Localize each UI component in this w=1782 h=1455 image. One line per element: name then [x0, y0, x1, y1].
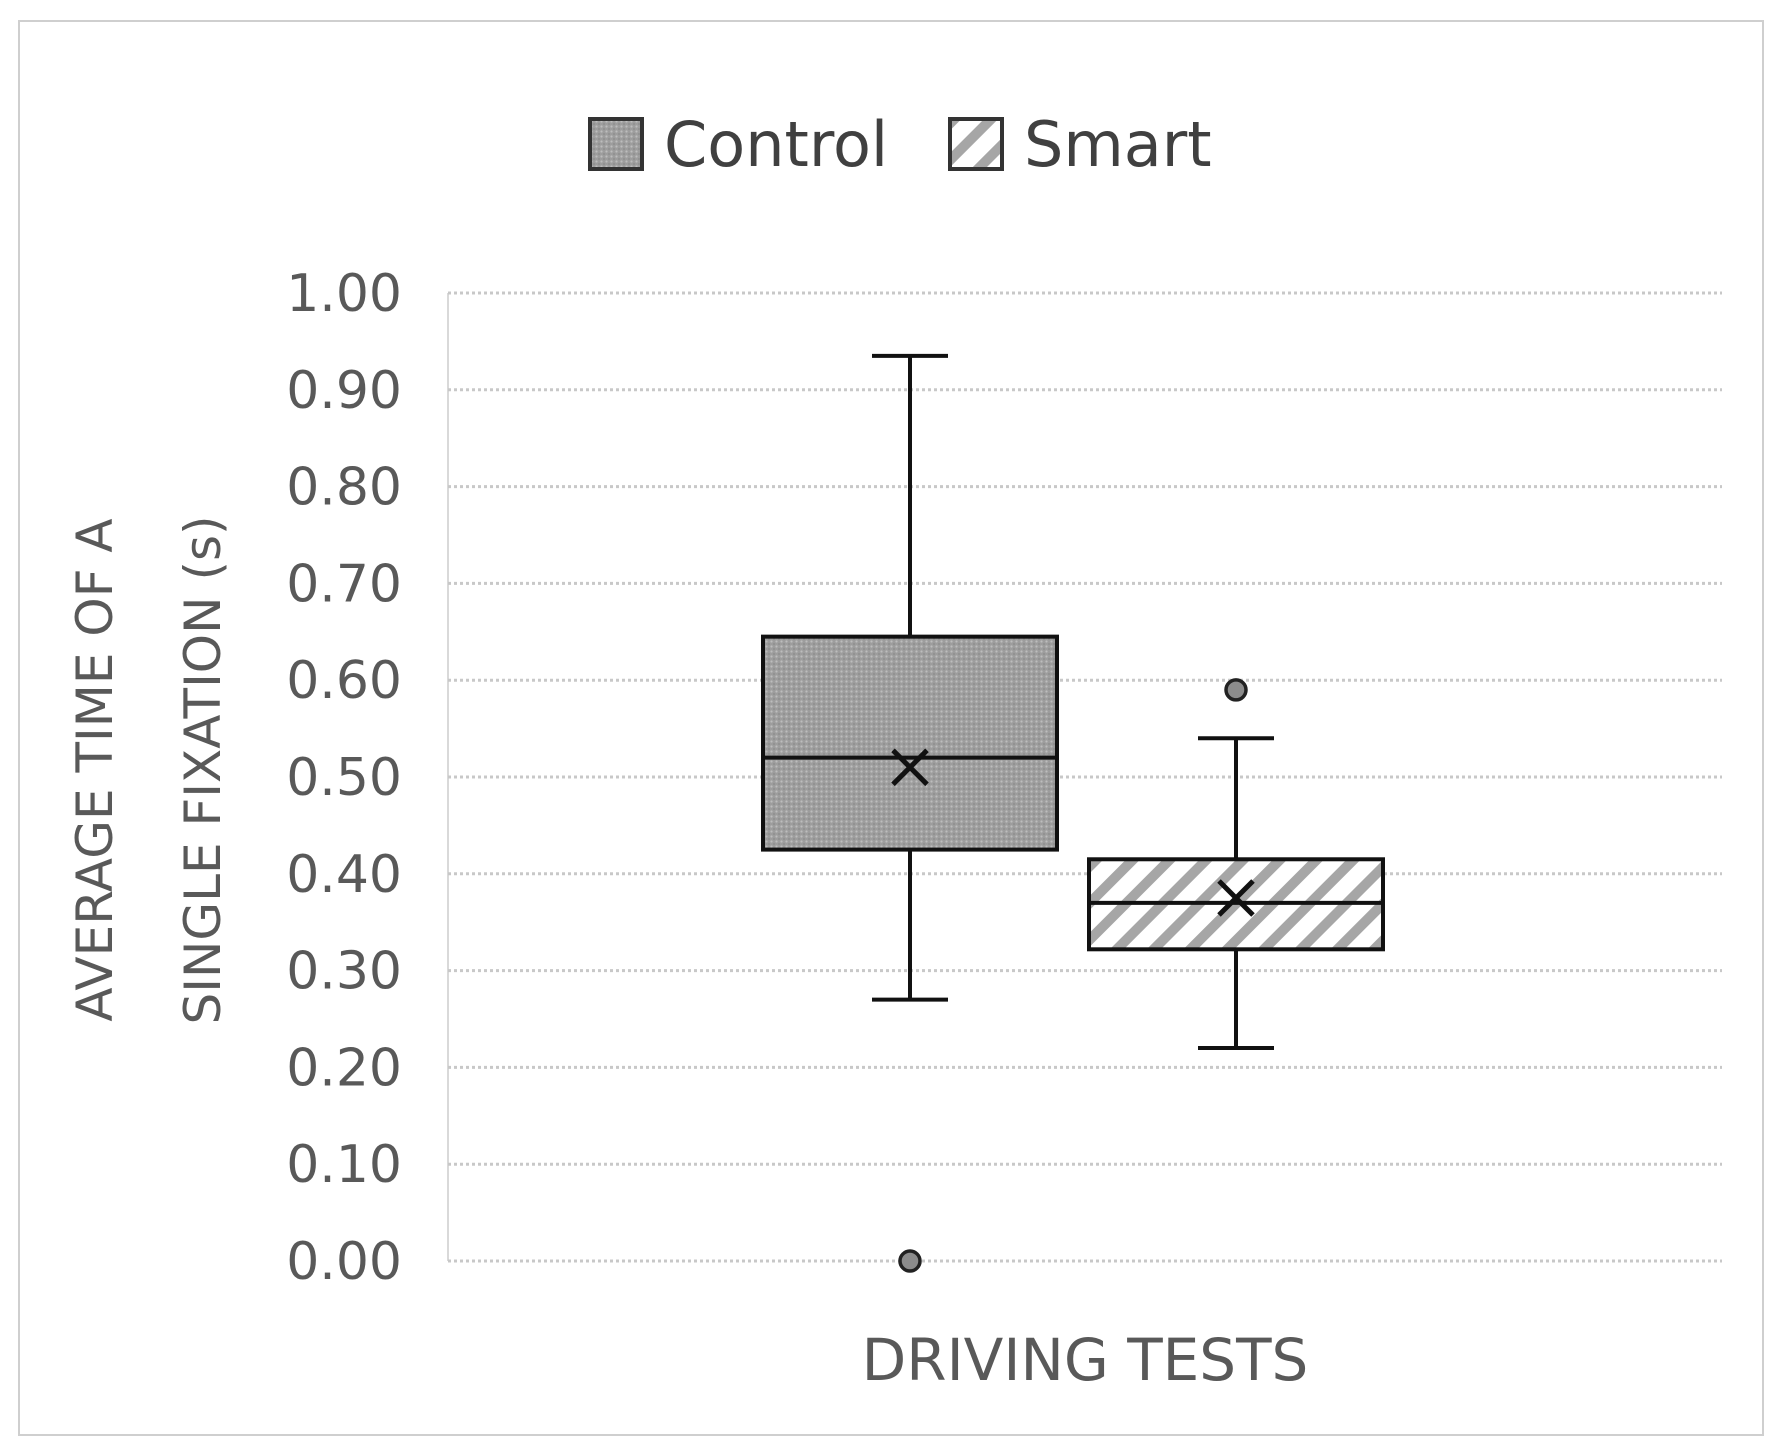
y-axis-title-line-1: AVERAGE TIME OF A — [66, 518, 124, 1021]
y-tick-label: 0.60 — [286, 651, 402, 711]
box-control — [761, 353, 1059, 1273]
y-tick-label: 0.00 — [286, 1232, 402, 1292]
y-tick-label: 1.00 — [286, 264, 402, 324]
gridlines — [447, 291, 1722, 1263]
boxes — [761, 353, 1385, 1273]
legend-item-control: Control — [588, 108, 888, 181]
legend: Control Smart — [588, 108, 1212, 181]
y-tick-label: 0.80 — [286, 458, 402, 518]
interquartile-box — [761, 634, 1059, 852]
box-smart — [1087, 678, 1385, 1051]
y-axis-title: AVERAGE TIME OF A SINGLE FIXATION (s) — [66, 515, 232, 1024]
y-tick-label: 0.10 — [286, 1135, 402, 1195]
y-tick-labels: 0.00 0.10 0.20 0.30 0.40 0.50 0.60 0.70 0.80 0.90… — [286, 264, 402, 1292]
y-tick-label: 0.70 — [286, 554, 402, 614]
y-tick-label: 0.20 — [286, 1038, 402, 1098]
y-tick-label: 0.50 — [286, 748, 402, 808]
legend-swatch-control — [588, 117, 644, 171]
legend-item-smart: Smart — [948, 108, 1212, 181]
y-tick-label: 0.30 — [286, 942, 402, 1002]
legend-swatch-smart — [948, 117, 1004, 171]
legend-label-smart: Smart — [1024, 108, 1212, 181]
y-axis-title-line-2: SINGLE FIXATION (s) — [174, 515, 232, 1024]
mean-marker — [1217, 879, 1255, 917]
legend-label-control: Control — [664, 108, 888, 181]
mean-marker — [891, 748, 929, 787]
outlier-point — [898, 1249, 922, 1273]
outlier-point — [1224, 678, 1248, 702]
y-tick-label: 0.40 — [286, 845, 402, 905]
y-tick-label: 0.90 — [286, 361, 402, 421]
x-axis-title: DRIVING TESTS — [862, 1326, 1309, 1394]
